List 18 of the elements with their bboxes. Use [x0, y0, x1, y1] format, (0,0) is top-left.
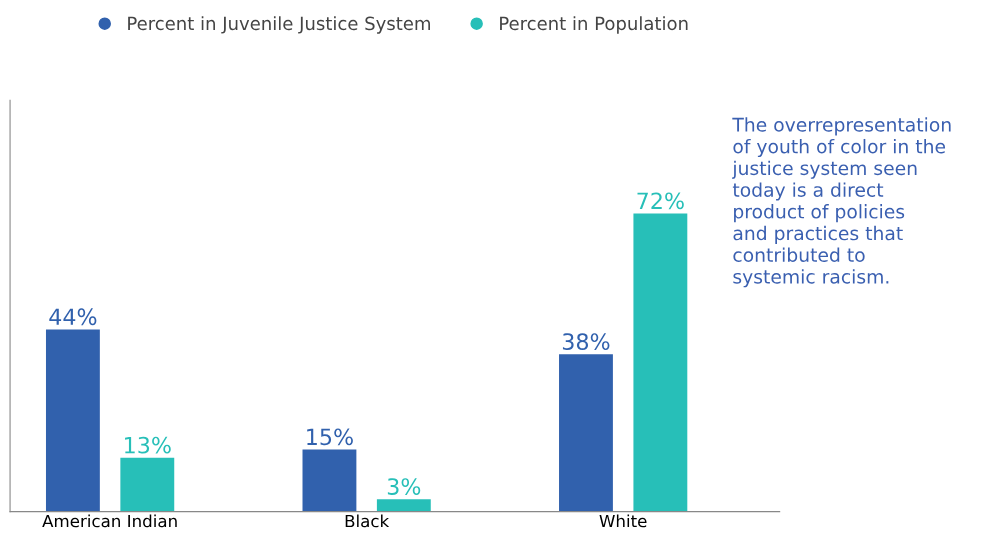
bar [302, 449, 357, 512]
data-label: 44% [49, 308, 97, 326]
bar [120, 457, 175, 512]
bar [45, 329, 100, 512]
bar [559, 354, 613, 512]
legend-label: Percent in Juvenile Justice System [128, 16, 430, 34]
bar [376, 499, 431, 512]
x-tick-label: White [599, 514, 647, 528]
data-label: 72% [637, 192, 684, 210]
bar [633, 213, 688, 512]
legend-label: Percent in Population [500, 16, 688, 34]
data-label: 13% [125, 436, 171, 454]
annotation: The overrepresentation of youth of color in the justice system seen today is a direct product of policies and practices that contributed to systemic racism. [732, 117, 951, 288]
data-label: 38% [562, 333, 610, 351]
data-label: 3% [387, 478, 421, 495]
x-tick-label: Black [345, 514, 390, 528]
data-label: 15% [307, 428, 353, 446]
x-tick-label: American Indian [42, 514, 177, 528]
